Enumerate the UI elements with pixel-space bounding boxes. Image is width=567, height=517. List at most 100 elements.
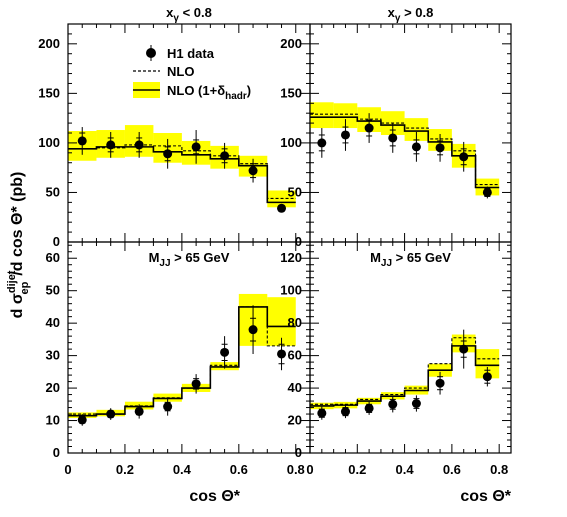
panel-title: MJJ > 65 GeV xyxy=(149,250,230,269)
y-tick-label: 30 xyxy=(46,348,60,363)
legend-nlo-had-main: NLO (1+δ xyxy=(167,83,225,98)
y-tick-label: 50 xyxy=(288,184,302,199)
data-point-7 xyxy=(459,152,469,162)
data-point-4 xyxy=(388,133,398,143)
data-point-8 xyxy=(277,349,287,359)
y-tick-label: 100 xyxy=(38,135,60,150)
data-point-2 xyxy=(106,140,116,150)
data-point-8 xyxy=(482,187,492,197)
panel-frame xyxy=(67,241,311,454)
y-tick-label: 0 xyxy=(53,445,60,460)
y-tick-label: 10 xyxy=(46,413,60,428)
panel-title-base: x xyxy=(166,5,174,20)
data-point-6 xyxy=(220,151,230,161)
nlo-hadr-histogram xyxy=(68,146,296,204)
y-axis-title-tail: /d cos Θ* (pb) xyxy=(9,172,26,276)
data-point-5 xyxy=(411,142,421,152)
y-tick-label: 50 xyxy=(46,283,60,298)
panel-title-sub: γ xyxy=(173,13,179,24)
band-bin-8 xyxy=(475,349,500,379)
x-tick-label: 0.4 xyxy=(396,462,415,477)
x-tick-label: 0.2 xyxy=(348,462,366,477)
data-point-4 xyxy=(163,402,173,412)
y-tick-label: 150 xyxy=(280,85,302,100)
nlo-hadr-histogram xyxy=(310,345,500,407)
data-point-1 xyxy=(317,408,327,418)
panel-title: xγ < 0.8 xyxy=(166,5,212,24)
y-tick-label: 80 xyxy=(288,315,302,330)
x-tick-label: 0.4 xyxy=(173,462,192,477)
data-point-3 xyxy=(134,140,144,150)
legend-data-label: H1 data xyxy=(167,46,215,61)
chart-legend: H1 data NLO NLO (1+δhadr) xyxy=(133,45,251,102)
data-point-5 xyxy=(411,398,421,408)
data-point-7 xyxy=(248,166,258,176)
x-axis-title-right: cos Θ* xyxy=(460,488,511,505)
x-tick-label: 0.6 xyxy=(443,462,461,477)
band-bin-1 xyxy=(310,102,334,129)
x-tick-label: 0 xyxy=(64,462,71,477)
y-tick-label: 60 xyxy=(288,348,302,363)
panel-title-rest: > 0.8 xyxy=(400,5,433,20)
data-point-3 xyxy=(134,406,144,416)
panel-title-sub: JJ xyxy=(381,258,392,269)
data-point-7 xyxy=(459,344,469,354)
y-axis-title: d σdijetep/d cos Θ* (pb) xyxy=(6,172,31,319)
y-axis-title-sub: ep xyxy=(19,281,31,294)
band-bin-2 xyxy=(333,103,358,129)
legend-nlo-had-label: NLO (1+δhadr) xyxy=(167,83,251,102)
panel-title-base: M xyxy=(149,250,160,265)
panel-title-rest: > 65 GeV xyxy=(392,250,451,265)
x-axis-title-left: cos Θ* xyxy=(189,488,240,505)
data-point-6 xyxy=(435,378,445,388)
nlo-histogram xyxy=(310,337,500,405)
y-tick-label: 0 xyxy=(53,234,60,249)
data-point-2 xyxy=(106,409,116,419)
x-tick-label: 0.8 xyxy=(490,462,508,477)
x-tick-label: 0.8 xyxy=(287,462,305,477)
panel-title: MJJ > 65 GeV xyxy=(370,250,451,269)
panel-1: 0 50 100 150 200 xγ < 0.8 xyxy=(38,5,311,249)
y-tick-label: 100 xyxy=(280,283,302,298)
legend-nlo-had-sub: hadr xyxy=(225,91,247,102)
band-bin-8 xyxy=(267,297,296,346)
y-tick-label: 0 xyxy=(295,445,302,460)
data-point-4 xyxy=(163,149,173,159)
data-point-1 xyxy=(77,415,87,425)
data-point-6 xyxy=(220,347,230,357)
panel-frame xyxy=(309,241,512,454)
data-point-8 xyxy=(277,203,287,213)
panel-title-sub: JJ xyxy=(159,258,170,269)
y-tick-label: 60 xyxy=(46,250,60,265)
y-tick-label: 200 xyxy=(38,36,60,51)
y-tick-label: 200 xyxy=(280,36,302,51)
panel-title-rest: > 65 GeV xyxy=(171,250,230,265)
y-tick-label: 20 xyxy=(46,380,60,395)
panel-title-rest: < 0.8 xyxy=(179,5,212,20)
y-axis-title-sup: dijet xyxy=(6,270,18,293)
y-tick-label: 20 xyxy=(288,413,302,428)
x-tick-label: 0 xyxy=(306,462,313,477)
data-point-7 xyxy=(248,325,258,335)
panel-title-base: x xyxy=(388,5,396,20)
data-point-8 xyxy=(482,372,492,382)
y-tick-label: 100 xyxy=(280,135,302,150)
legend-nlo-had-close: ) xyxy=(247,83,251,98)
y-axis-title-main: d σ xyxy=(9,293,26,318)
legend-nlo-label: NLO xyxy=(167,64,194,79)
data-point-2 xyxy=(340,407,350,417)
data-point-5 xyxy=(191,142,201,152)
y-tick-label: 40 xyxy=(288,380,302,395)
data-point-6 xyxy=(435,143,445,153)
panel-4: 0 20 40 60 80 100 120 0 0.2 0.4 0.6 0.8 MJJ > 65 GeV xyxy=(280,241,512,477)
data-point-2 xyxy=(340,130,350,140)
x-tick-label: 0.2 xyxy=(116,462,134,477)
nlo-histogram xyxy=(68,306,296,415)
y-tick-label: 120 xyxy=(280,250,302,265)
x-tick-label: 0.6 xyxy=(230,462,248,477)
panel-3: 0 10 20 30 40 50 60 0 0.2 0.4 0.6 0.8 MJJ > 65 GeV xyxy=(46,241,311,477)
y-tick-label: 50 xyxy=(46,184,60,199)
